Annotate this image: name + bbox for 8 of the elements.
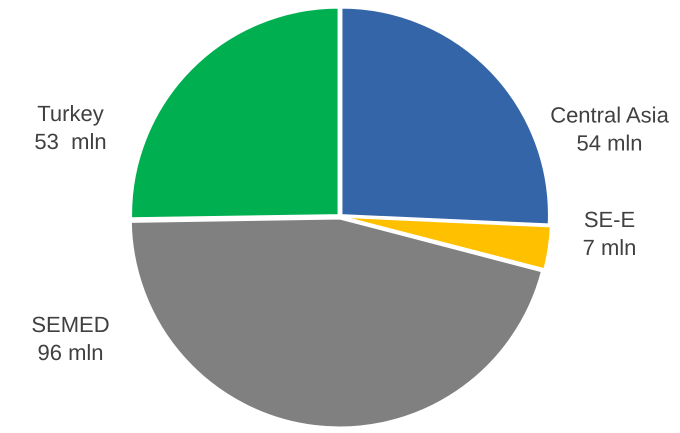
data-label: 96 mln (37, 340, 104, 366)
slice-label: SE-E (584, 207, 636, 232)
data-label: 54 mln (576, 130, 643, 156)
slice-label: Central Asia (550, 102, 670, 128)
slice-label: SEMED (31, 312, 110, 338)
data-label: 53 mln (34, 129, 107, 154)
slice-label: Turkey (37, 101, 104, 126)
data-label: 7 mln (582, 235, 636, 260)
